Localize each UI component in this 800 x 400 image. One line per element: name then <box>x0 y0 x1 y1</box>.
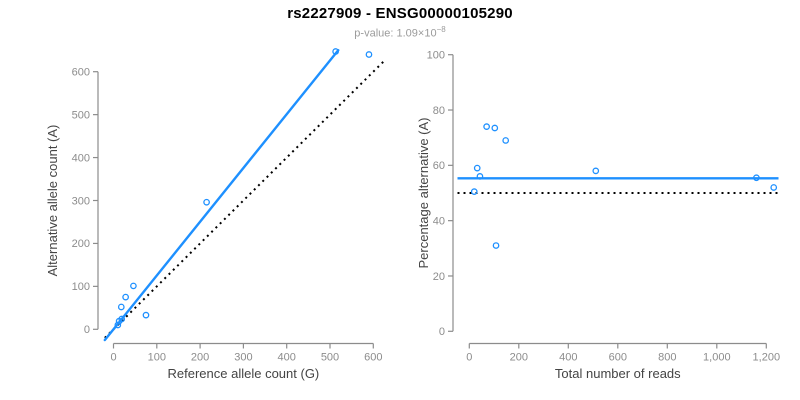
y-tick-label: 0 <box>439 326 445 338</box>
data-point <box>483 123 490 130</box>
x-axis-title: Total number of reads <box>555 366 681 381</box>
data-point <box>332 48 339 55</box>
data-point <box>502 137 510 144</box>
x-tick-label: 200 <box>510 352 528 364</box>
x-tick-label: 600 <box>364 352 382 364</box>
x-tick-label: 1,000 <box>703 352 731 364</box>
y-tick-label: 20 <box>433 271 445 283</box>
y-tick-label: 0 <box>84 324 90 336</box>
data-point <box>130 282 137 290</box>
data-point <box>365 51 373 58</box>
y-tick-label: 80 <box>433 105 445 117</box>
data-point <box>492 242 500 249</box>
data-point <box>592 167 600 175</box>
y-axis-title: Alternative allele count (A) <box>45 125 60 277</box>
x-tick-label: 400 <box>278 352 296 364</box>
data-point <box>770 184 778 191</box>
y-tick-label: 200 <box>72 238 90 250</box>
y-tick-label: 100 <box>72 281 90 293</box>
y-tick-label: 40 <box>433 215 445 227</box>
data-point <box>114 321 122 329</box>
data-point <box>122 293 129 301</box>
percentage-vs-reads-scatter: 0 20 40 60 80 100 0 200 400 600 800 1,000 1,200 Total… <box>416 50 780 382</box>
x-tick-label: 1,200 <box>753 352 781 364</box>
data-point <box>473 164 481 172</box>
x-tick-label: 600 <box>609 352 627 364</box>
y-tick-label: 100 <box>427 50 445 62</box>
fit-line <box>103 49 340 342</box>
data-point <box>753 174 760 182</box>
data-point <box>118 315 126 323</box>
x-tick-label: 0 <box>466 352 472 364</box>
data-point <box>203 198 210 206</box>
x-tick-label: 200 <box>191 352 209 364</box>
y-tick-label: 400 <box>72 152 90 164</box>
x-tick-label: 400 <box>559 352 577 364</box>
identity-line <box>104 58 387 339</box>
data-point <box>470 188 478 195</box>
allele-counts-scatter: 0 100 200 300 400 500 600 0 100 200 300 400 500 600 Re… <box>45 48 387 381</box>
x-axis-title: Reference allele count (G) <box>168 366 320 381</box>
x-tick-label: 0 <box>110 352 116 364</box>
y-tick-label: 60 <box>433 160 445 172</box>
data-point <box>117 303 125 311</box>
x-tick-label: 100 <box>148 352 166 364</box>
y-tick-label: 500 <box>72 109 90 121</box>
data-point <box>491 124 499 132</box>
x-tick-label: 800 <box>658 352 676 364</box>
x-tick-label: 300 <box>234 352 252 364</box>
y-axis-title: Percentage alternative (A) <box>416 117 431 268</box>
y-tick-label: 600 <box>72 67 90 79</box>
y-tick-label: 300 <box>72 195 90 207</box>
x-tick-label: 500 <box>321 352 339 364</box>
data-point <box>142 311 150 319</box>
data-point <box>476 173 484 180</box>
